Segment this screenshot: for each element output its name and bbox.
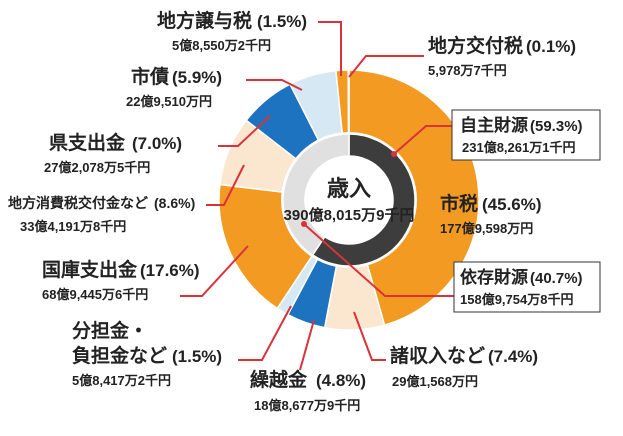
label-chihoshohi-amount: 33億4,191万8千円	[20, 219, 126, 234]
leader-line-jishu	[393, 125, 452, 155]
label-kurikoshi-amount: 18億8,677万9千円	[254, 398, 360, 413]
label-kurikoshi-name: 繰越金	[250, 368, 308, 391]
label-jishu-pct: (59.3%)	[530, 118, 583, 135]
box-izon	[453, 261, 601, 313]
label-shisai-name: 市債	[131, 65, 169, 88]
center-title: 歳入	[327, 176, 371, 201]
label-kofu-pct: (0.1%)	[526, 37, 576, 56]
label-ken-amount: 27億2,078万5千円	[44, 160, 150, 175]
label-shizei-name: 市税	[440, 192, 478, 215]
label-shoshunyu-name: 諸収入など	[390, 344, 485, 367]
center-circle	[305, 156, 393, 244]
label-kofu-name: 地方交付税	[428, 34, 523, 57]
label-kokko-name: 国庫支出金	[42, 258, 138, 281]
label-buntan-name-line1: 分担金・	[72, 319, 148, 342]
label-izon-name: 依存財源	[460, 267, 528, 287]
leader-line-kokko	[180, 245, 249, 297]
label-joyo-name: 地方譲与税	[157, 9, 252, 32]
leader-line-buntan	[238, 305, 292, 361]
box-jishu	[451, 109, 601, 161]
label-shisai-pct: (5.9%)	[172, 68, 222, 87]
label-shoshunyu-pct: (7.4%)	[488, 347, 538, 366]
label-kokko-amount: 68億9,445万6千円	[42, 287, 148, 302]
leader-dot-jishu	[391, 151, 397, 157]
label-kofu-amount: 5,978万7千円	[428, 63, 507, 78]
label-buntan-pct: (1.5%)	[172, 347, 222, 366]
leader-line-chihoshohi	[206, 164, 245, 206]
label-joyo-pct: (1.5%)	[257, 12, 307, 31]
label-izon-amount: 158億9,754万8千円	[460, 292, 573, 307]
label-kurikoshi-pct: (4.8%)	[316, 371, 366, 390]
label-jishu-amount: 231億8,261万1千円	[462, 140, 575, 155]
leader-line-joyo	[318, 21, 342, 76]
label-ken-name: 県支出金	[49, 131, 126, 154]
label-buntan-name-line2: 負担金など	[72, 344, 167, 367]
leader-line-shisai	[246, 79, 303, 91]
leader-line-kurikoshi	[299, 319, 315, 371]
label-joyo-amount: 5億8,550万2千円	[172, 38, 271, 53]
label-izon-pct: (40.7%)	[530, 270, 583, 287]
label-shisai-amount: 22億9,510万円	[126, 94, 212, 109]
leader-line-kofu	[348, 55, 424, 78]
label-buntan-amount: 5億8,417万2千円	[72, 373, 171, 388]
leader-line-izon	[303, 223, 454, 297]
label-chihoshohi-pct: (8.6%)	[154, 195, 195, 211]
leader-dot-izon	[301, 221, 307, 227]
leader-line-ken	[218, 115, 271, 147]
leader-line-shoshunyu	[353, 311, 386, 361]
center-amount: 390億8,015万9千円	[284, 206, 415, 224]
label-ken-pct: (7.0%)	[132, 134, 182, 153]
label-chihoshohi-name: 地方消費税交付金など	[8, 195, 148, 211]
label-shizei-pct: (45.6%)	[482, 195, 542, 214]
label-jishu-name: 自主財源	[460, 115, 528, 135]
label-shoshunyu-amount: 29億1,568万円	[392, 374, 478, 389]
label-kokko-pct: (17.6%)	[140, 261, 200, 280]
label-shizei-amount: 177億9,598万円	[440, 221, 533, 236]
